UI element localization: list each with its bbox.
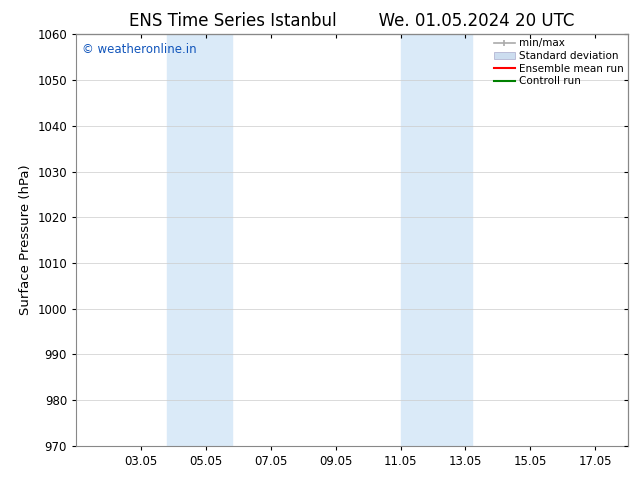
Text: © weatheronline.in: © weatheronline.in xyxy=(82,43,196,55)
Bar xyxy=(203,34,232,446)
Y-axis label: Surface Pressure (hPa): Surface Pressure (hPa) xyxy=(19,165,32,316)
Title: ENS Time Series Istanbul        We. 01.05.2024 20 UTC: ENS Time Series Istanbul We. 01.05.2024 … xyxy=(129,12,574,30)
Legend: min/max, Standard deviation, Ensemble mean run, Controll run: min/max, Standard deviation, Ensemble me… xyxy=(489,34,628,91)
Bar xyxy=(401,34,430,446)
Bar xyxy=(167,34,203,446)
Bar xyxy=(430,34,472,446)
